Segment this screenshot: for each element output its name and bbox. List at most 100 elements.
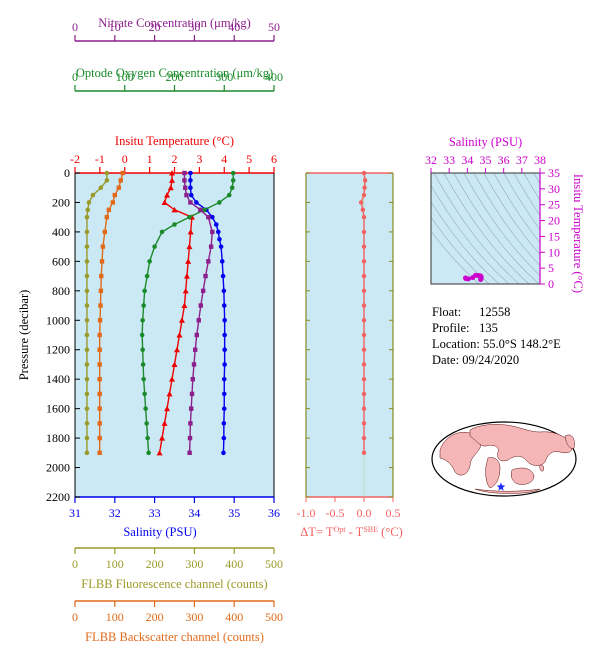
nitrate-tick-label: 50 [268, 20, 280, 34]
temperature-point [178, 317, 185, 323]
fluorescence-point [98, 185, 104, 191]
temperature-tick-label: -2 [70, 152, 80, 166]
ts-density-contour [523, 173, 540, 201]
oxygen-tick-label: 100 [116, 70, 134, 84]
fluorescence-point [84, 244, 90, 249]
delta-t-point [361, 391, 367, 397]
nitrate-point [192, 347, 198, 352]
backscatter-point [98, 288, 104, 294]
nitrate-point [187, 435, 193, 441]
nitrate-point [182, 170, 187, 176]
salinity-tick-label: 34 [188, 506, 200, 520]
map-landmass [511, 467, 535, 485]
ts-density-contour [503, 173, 540, 231]
ts-temperature-axis-title: Insitu Temperature (°C) [571, 174, 585, 293]
salinity-tick-label: 32 [109, 506, 121, 520]
temperature-tick-label: 3 [196, 152, 202, 166]
salinity-point [217, 236, 222, 242]
backscatter-tick-label: 500 [265, 610, 283, 624]
fluorescence-point [84, 450, 90, 456]
pressure-tick-label: 600 [52, 254, 70, 268]
nitrate-point [187, 450, 192, 456]
temperature-point [161, 199, 168, 205]
nitrate-tick-label: 10 [109, 20, 121, 34]
oxygen-point [172, 222, 177, 227]
backscatter-point [97, 332, 102, 338]
oxygen-series [139, 170, 236, 456]
delta-t-axis-title: ΔT= TOpt - TSBE (°C) [300, 525, 403, 540]
ts-point [465, 276, 471, 282]
salinity-point [221, 421, 227, 426]
backscatter-axis-title: FLBB Backscatter channel (counts) [85, 630, 264, 644]
ts-salinity-tick-label: 37 [516, 153, 528, 167]
backscatter-point [99, 259, 105, 264]
fluorescence-point [84, 406, 90, 411]
salinity-point [210, 214, 215, 220]
float-info-block: Float: 12558 Profile: 135 Location: 55.0… [432, 304, 561, 368]
map-landmass [539, 464, 545, 472]
delta-t-point [361, 303, 367, 308]
backscatter-tick-label: 100 [106, 610, 124, 624]
oxygen-point [142, 288, 147, 294]
nitrate-point [196, 318, 201, 323]
oxygen-axis-title: Optode Oxygen Concentration (μm/kg) [76, 66, 273, 80]
temperature-point [164, 405, 171, 412]
fluorescence-point [84, 288, 90, 294]
fluorescence-point [84, 303, 90, 308]
oxygen-point [230, 170, 236, 176]
nitrate-tick-label: 30 [188, 20, 200, 34]
nitrate-point [189, 391, 195, 397]
ts-density-contour [431, 184, 510, 284]
ts-temperature-tick-label: 20 [548, 214, 560, 228]
pressure-tick-label: 200 [52, 195, 70, 209]
fluorescence-point [104, 178, 110, 183]
fluorescence-point [84, 391, 90, 397]
salinity-tick-label: 31 [69, 506, 81, 520]
fluorescence-axis: 0 100 200 300 400 500 FLBB Fluorescence channe… [72, 547, 283, 591]
oxygen-point [147, 259, 152, 264]
delta-t-point [362, 185, 367, 190]
map-landmass [474, 488, 541, 494]
delta-t-point [360, 207, 366, 213]
oxygen-point [142, 391, 147, 397]
backscatter-tick-label: 200 [146, 610, 164, 624]
backscatter-tick-label: 0 [72, 610, 78, 624]
salinity-axis-title: Salinity (PSU) [123, 525, 196, 539]
delta-t-point [361, 406, 367, 411]
ts-salinity-tick-label: 38 [534, 153, 546, 167]
temperature-tick-label: 6 [271, 152, 277, 166]
nitrate-point [206, 214, 211, 220]
ts-salinity-tick-label: 32 [425, 153, 437, 167]
temperature-point [169, 376, 176, 382]
backscatter-series [97, 170, 125, 456]
salinity-point [219, 259, 225, 264]
temperature-point [161, 420, 168, 426]
backscatter-tick-label: 300 [185, 610, 203, 624]
ts-density-contour [513, 173, 540, 217]
ts-salinity-axis-title: Salinity (PSU) [449, 135, 522, 149]
salinity-point [188, 192, 194, 198]
fluorescence-point [84, 362, 90, 367]
delta-t-point [361, 318, 367, 323]
nitrate-tick-label: 40 [228, 20, 240, 34]
salinity-axis: 31 32 33 34 35 36 Salinity (PSU) [69, 496, 280, 539]
fluorescence-point [84, 421, 90, 426]
delta-t-point [361, 273, 367, 279]
nitrate-point [200, 288, 206, 294]
fluorescence-tick-label: 0 [72, 557, 78, 571]
backscatter-point [97, 347, 102, 352]
location-map [431, 421, 577, 497]
salinity-point [213, 222, 219, 227]
map-landmass [485, 457, 501, 489]
fluorescence-point [84, 435, 90, 441]
temperature-point [169, 170, 176, 176]
salinity-point [221, 406, 227, 411]
pressure-tick-label: 2200 [46, 490, 70, 504]
ts-density-contour [453, 173, 540, 284]
temperature-point [166, 390, 173, 397]
delta-t-tick-label: 0.0 [357, 506, 372, 520]
salinity-point [188, 178, 193, 183]
